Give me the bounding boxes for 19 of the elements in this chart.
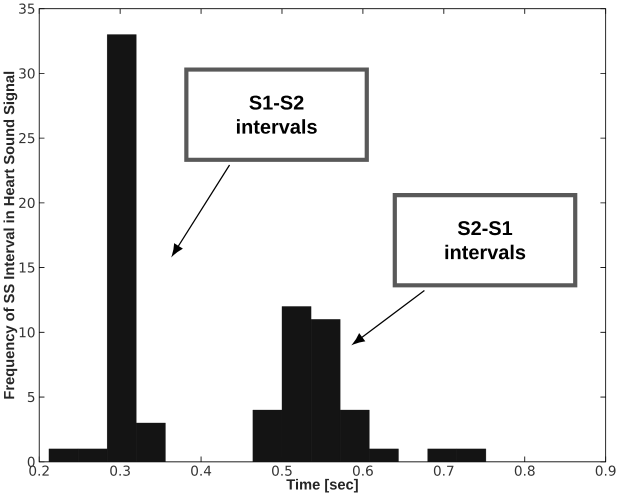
annotation: S2-S1 intervals [445, 221, 526, 260]
y-tick-label: 35 [19, 4, 34, 14]
x-tick-label: 0.7 [434, 466, 454, 476]
x-tick-label: 0.8 [514, 466, 535, 476]
x-tick-label: 0.5 [272, 466, 292, 476]
x-tick-label: 0.4 [191, 466, 212, 476]
y-tick-label: 15 [20, 262, 34, 273]
y-tick-label: 20 [19, 198, 35, 208]
y-axis-title: Frequency of SS Interval in Heart Sound Signal [4, 72, 18, 399]
x-tick-label: 0.2 [29, 466, 49, 476]
y-tick-label: 10 [20, 327, 35, 338]
x-axis-title: Time [sec] [286, 478, 358, 493]
y-tick-label: 30 [19, 68, 35, 79]
y-tick-label: 25 [19, 132, 34, 144]
y-tick-label: 5 [28, 392, 34, 402]
x-tick-label: 0.6 [352, 466, 373, 476]
x-tick-label: 0.9 [596, 466, 616, 476]
x-tick-label: 0.3 [110, 466, 130, 476]
annotation: S1-S2 intervals [236, 96, 317, 134]
